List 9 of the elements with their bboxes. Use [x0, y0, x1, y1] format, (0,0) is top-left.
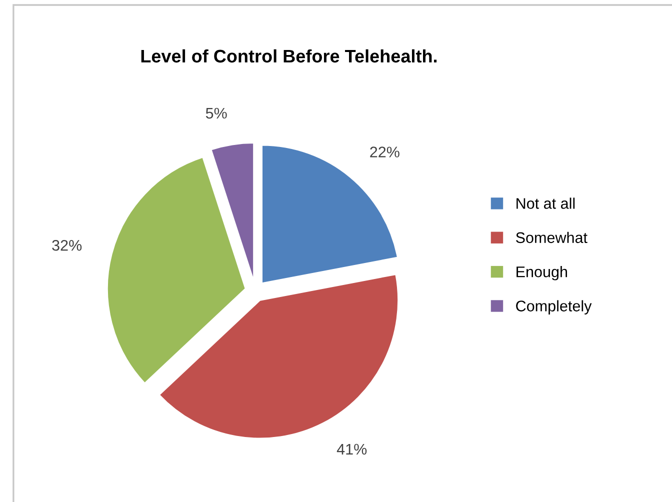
legend-label: Somewhat [516, 232, 588, 244]
legend-label: Completely [516, 300, 592, 314]
data-label: 32% [52, 240, 82, 251]
data-label: 41% [336, 444, 367, 455]
legend-label: Enough [516, 266, 567, 280]
data-label: 22% [370, 146, 400, 158]
data-label: 5% [206, 108, 227, 119]
legend-label: Not at all [516, 198, 575, 209]
chart-title: Level of Control Before Telehealth. [141, 49, 437, 63]
